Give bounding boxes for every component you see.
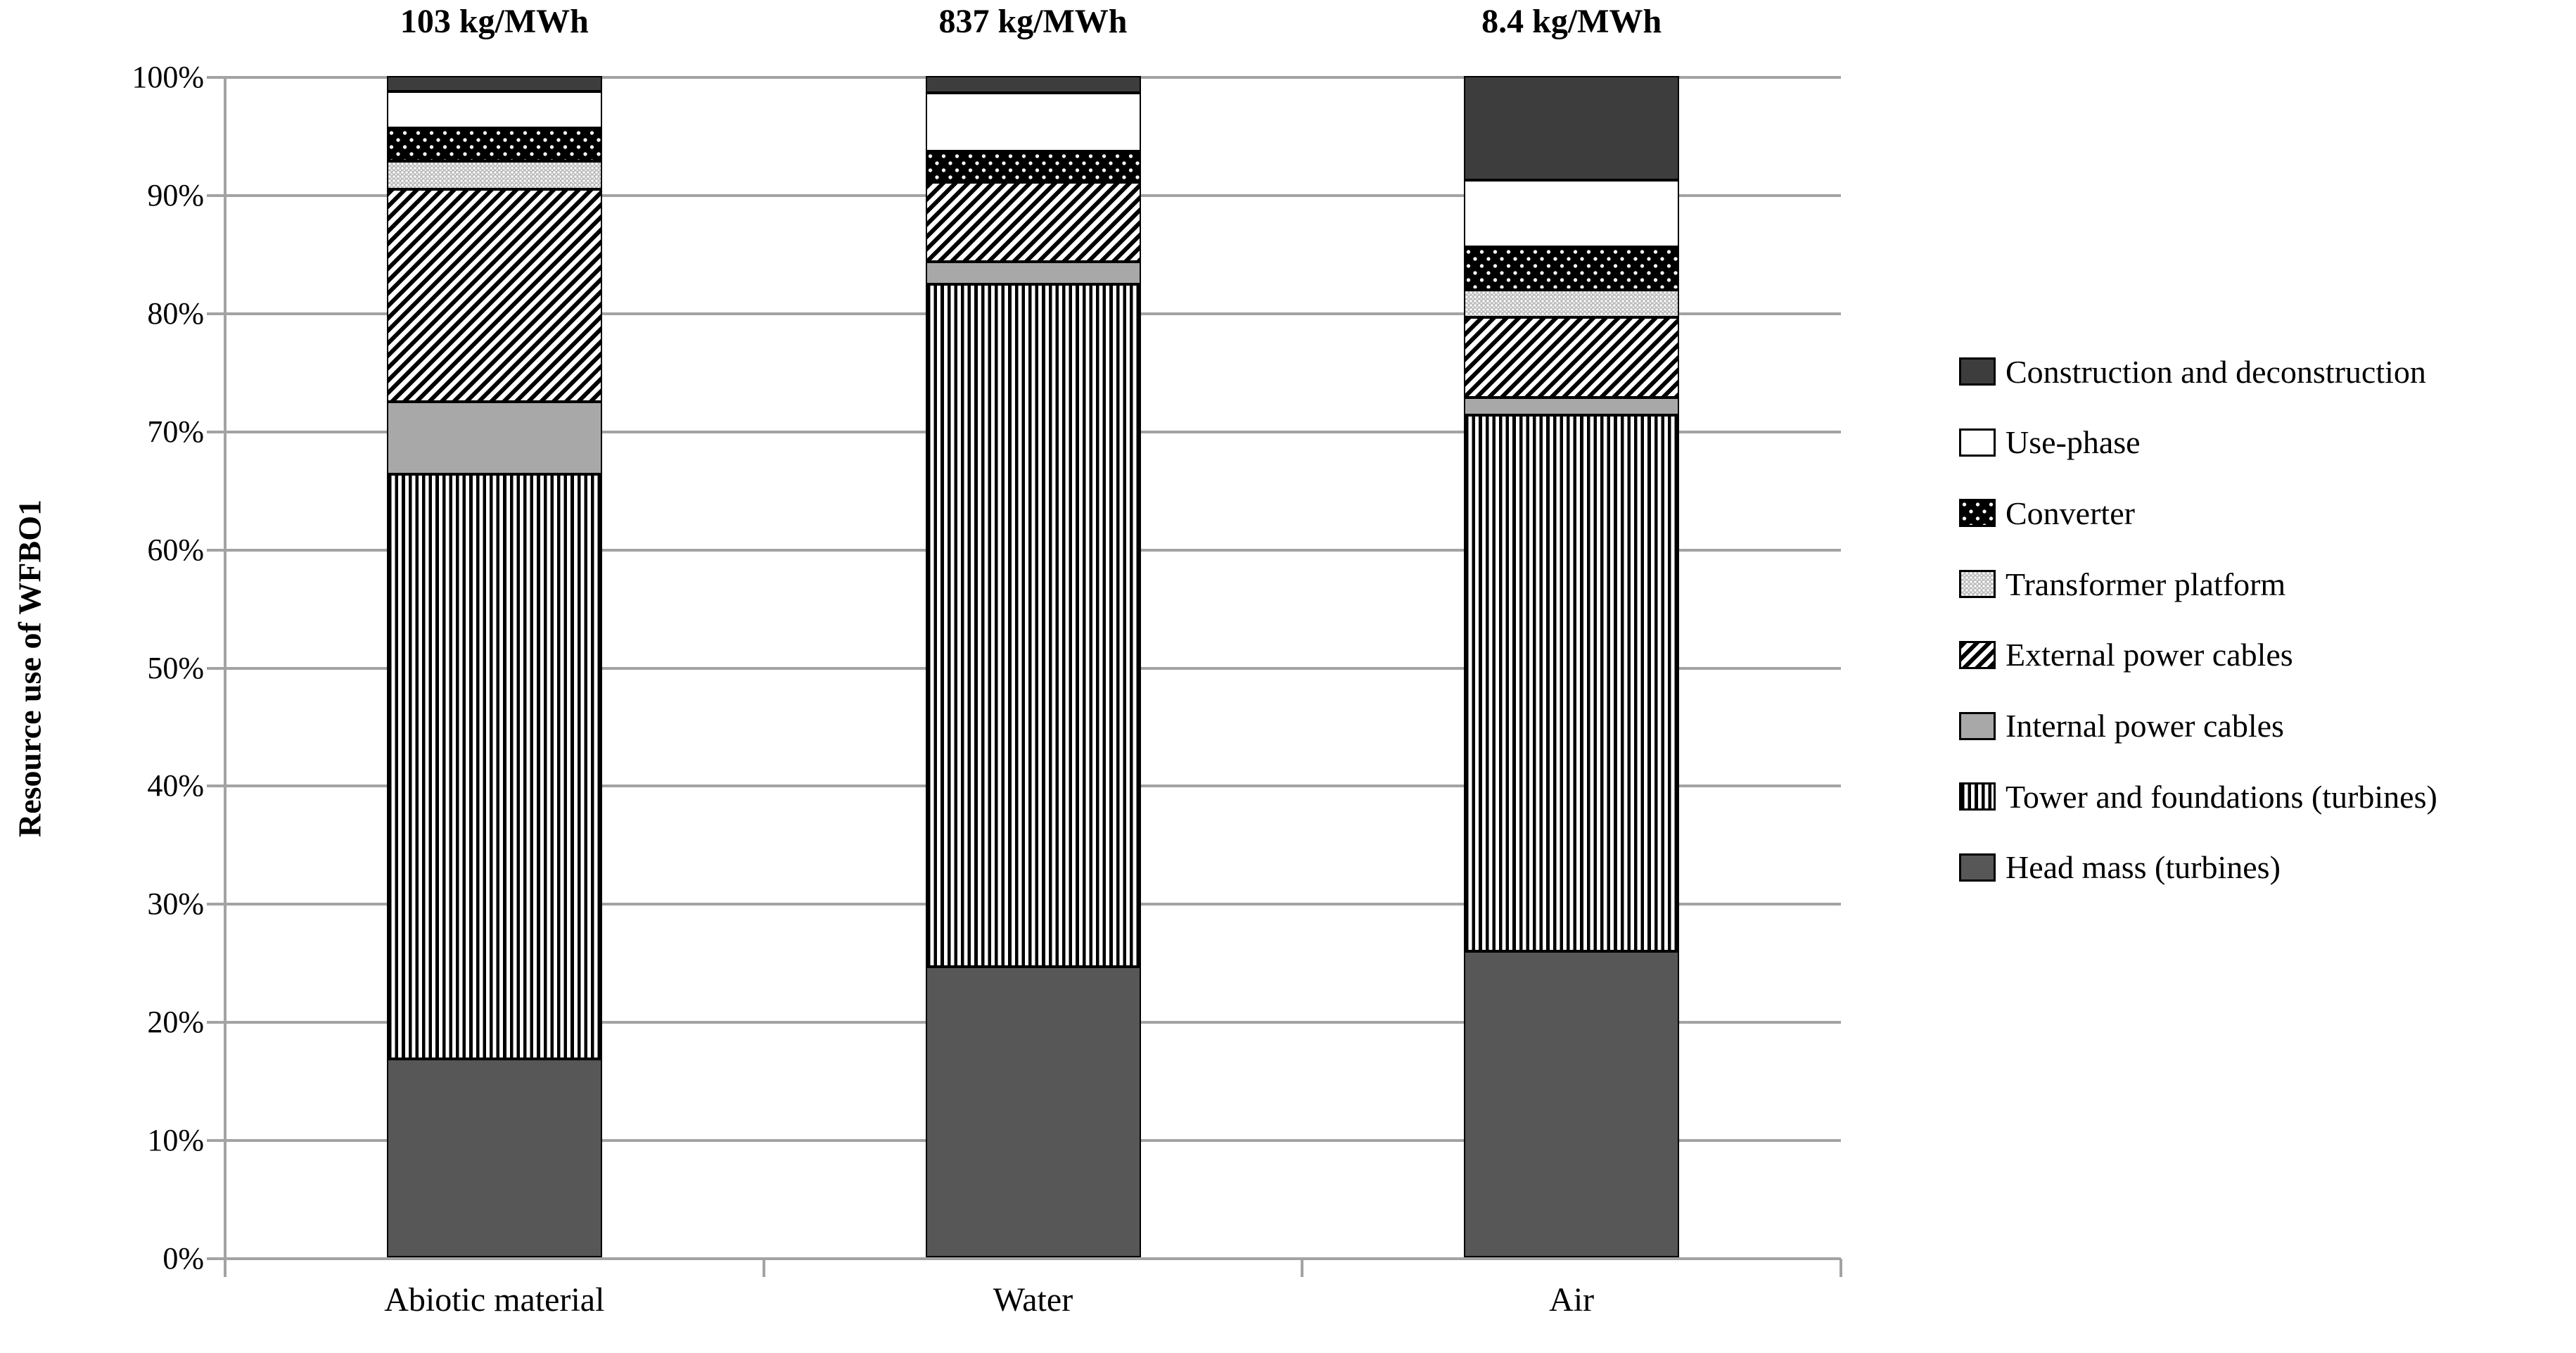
- x-category-label: Water: [993, 1281, 1073, 1319]
- bar-segment: [925, 76, 1141, 93]
- y-axis-line: [224, 77, 227, 1262]
- x-axis-tick: [1839, 1259, 1842, 1277]
- bar-segment: [386, 189, 602, 402]
- legend-label: Construction and deconstruction: [2006, 353, 2426, 390]
- y-tick-label: 50%: [147, 650, 204, 685]
- legend-item: External power cables: [1959, 620, 2293, 690]
- y-tick-label: 20%: [147, 1005, 204, 1040]
- bar-segment: [386, 76, 602, 91]
- y-axis-tick: [207, 76, 225, 79]
- bar-segment: [925, 966, 1141, 1257]
- bar-segment: [386, 402, 602, 474]
- diagonal-legend-swatch-icon: [1959, 640, 1996, 669]
- bar-abiotic-material: [386, 76, 602, 1257]
- y-tick-label: 90%: [147, 177, 204, 212]
- bar-segment: [1464, 397, 1680, 415]
- x-axis-tick: [762, 1259, 765, 1277]
- x-axis-tick: [1301, 1259, 1304, 1277]
- legend-label: Converter: [2006, 495, 2135, 531]
- legend-item: Converter: [1959, 478, 2135, 548]
- legend-item: Internal power cables: [1959, 691, 2284, 761]
- y-tick-label: 40%: [147, 768, 204, 803]
- legend-item: Construction and deconstruction: [1959, 336, 2426, 407]
- legend-label: External power cables: [2006, 637, 2293, 673]
- y-tick-label: 30%: [147, 887, 204, 922]
- y-axis-tick: [207, 430, 225, 433]
- y-tick-label: 70%: [147, 414, 204, 449]
- y-tick-label: 0%: [162, 1241, 204, 1276]
- bar-segment: [1464, 414, 1680, 952]
- y-axis-tick: [207, 1257, 225, 1260]
- y-tick-label: 10%: [147, 1123, 204, 1158]
- solid-white-legend-swatch-icon: [1959, 428, 1996, 457]
- bar-total-label: 837 kg/MWh: [938, 3, 1128, 40]
- legend-item: Transformer platform: [1959, 549, 2285, 619]
- bar-segment: [925, 151, 1141, 183]
- y-axis-tick: [207, 903, 225, 906]
- bar-segment: [1464, 247, 1680, 290]
- bar-segment: [925, 284, 1141, 967]
- bar-segment: [1464, 179, 1680, 248]
- bar-segment: [1464, 951, 1680, 1257]
- legend-label: Tower and foundations (turbines): [2006, 778, 2437, 815]
- y-tick-label: 60%: [147, 532, 204, 567]
- vertical-legend-swatch-icon: [1959, 782, 1996, 811]
- bar-segment: [925, 261, 1141, 284]
- y-axis-tick: [207, 1021, 225, 1024]
- legend-label: Internal power cables: [2006, 708, 2284, 744]
- y-tick-label: 80%: [147, 296, 204, 331]
- y-axis-tick: [207, 666, 225, 670]
- bar-segment: [925, 182, 1141, 262]
- y-axis-tick: [207, 1139, 225, 1143]
- legend-item: Head mass (turbines): [1959, 832, 2281, 903]
- bar-water: [925, 76, 1141, 1257]
- light-dots-legend-swatch-icon: [1959, 570, 1996, 599]
- y-axis-tick: [207, 785, 225, 788]
- bar-air: [1464, 76, 1680, 1257]
- legend-label: Use-phase: [2006, 424, 2141, 461]
- plot-area: [207, 76, 1842, 1277]
- y-axis-tick: [207, 312, 225, 315]
- bar-segment: [386, 1058, 602, 1257]
- solid-internal-legend-swatch-icon: [1959, 711, 1996, 740]
- y-axis-tick: [207, 548, 225, 552]
- bar-total-label: 103 kg/MWh: [400, 3, 589, 40]
- bar-segment: [1464, 317, 1680, 398]
- legend-item: Use-phase: [1959, 407, 2141, 478]
- y-tick-label: 100%: [132, 60, 204, 94]
- y-axis-tick: [207, 193, 225, 197]
- x-category-label: Air: [1549, 1281, 1595, 1319]
- bar-segment: [386, 160, 602, 190]
- legend-label: Head mass (turbines): [2006, 849, 2281, 886]
- legend-item: Tower and foundations (turbines): [1959, 761, 2437, 832]
- bar-total-label: 8.4 kg/MWh: [1481, 3, 1662, 40]
- solid-construction-legend-swatch-icon: [1959, 357, 1996, 386]
- bar-segment: [1464, 289, 1680, 317]
- bar-segment: [386, 474, 602, 1059]
- black-dots-legend-swatch-icon: [1959, 499, 1996, 528]
- legend-label: Transformer platform: [2006, 566, 2286, 602]
- solid-headmass-legend-swatch-icon: [1959, 853, 1996, 882]
- bar-segment: [386, 91, 602, 128]
- bar-segment: [386, 127, 602, 161]
- gridline: [225, 1257, 1841, 1260]
- bar-segment: [925, 92, 1141, 152]
- x-category-label: Abiotic material: [384, 1281, 605, 1319]
- bar-segment: [1464, 76, 1680, 180]
- x-axis-tick: [224, 1259, 227, 1277]
